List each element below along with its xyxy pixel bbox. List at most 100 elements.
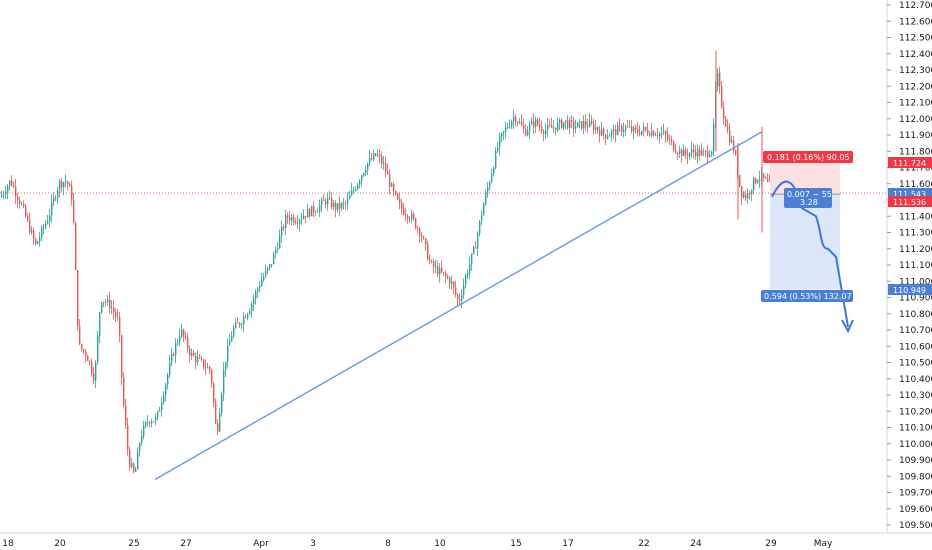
candle-body xyxy=(411,213,413,220)
candle-body xyxy=(115,312,117,317)
candle xyxy=(601,122,603,137)
candle-body xyxy=(513,116,515,122)
candle-body xyxy=(275,249,277,254)
time-tick-label: 18 xyxy=(2,539,14,549)
candle xyxy=(215,398,217,424)
candle-body xyxy=(259,286,261,289)
candle-body xyxy=(297,223,299,224)
candle xyxy=(577,122,579,128)
candle xyxy=(247,312,249,321)
candle xyxy=(137,447,139,470)
candle-body xyxy=(575,127,577,129)
candle xyxy=(487,181,489,198)
candle-body xyxy=(153,421,155,422)
candle-body xyxy=(657,135,659,136)
candle-body xyxy=(527,131,529,136)
price-tick-label: 112.400 xyxy=(899,50,932,60)
candle-body xyxy=(641,130,643,135)
candle-body xyxy=(447,276,449,279)
candle xyxy=(131,457,133,469)
candle xyxy=(233,324,235,339)
price-tick-label: 110.300 xyxy=(899,391,932,401)
candle-body xyxy=(601,128,603,136)
candle xyxy=(49,209,51,229)
price-tick-label: 110.600 xyxy=(899,342,932,352)
candle-body xyxy=(665,131,667,135)
candle-body xyxy=(203,359,205,368)
candle-body xyxy=(731,140,733,143)
candle xyxy=(139,441,141,457)
candle-body xyxy=(369,158,371,164)
candle xyxy=(281,220,283,244)
price-tick-label: 109.500 xyxy=(899,521,932,531)
candle-body xyxy=(669,139,671,141)
candle xyxy=(121,334,123,386)
candle xyxy=(583,115,585,135)
candle xyxy=(77,269,79,331)
target-zone[interactable] xyxy=(770,194,840,290)
price-tick-label: 109.700 xyxy=(899,489,932,499)
candle-body xyxy=(331,197,333,208)
candle xyxy=(179,328,181,347)
price-tick-label: 111.900 xyxy=(899,131,932,141)
candle-body xyxy=(283,226,285,229)
candle xyxy=(287,212,289,224)
candle xyxy=(447,274,449,280)
candle-body xyxy=(121,335,123,378)
candle xyxy=(359,178,361,189)
candle xyxy=(499,132,501,156)
candle xyxy=(543,129,545,142)
candle-body xyxy=(759,178,761,181)
candle xyxy=(591,115,593,126)
candle-body xyxy=(633,127,635,132)
candle-body xyxy=(767,178,769,182)
candle xyxy=(155,413,157,426)
candle-body xyxy=(537,119,539,125)
candle-body xyxy=(223,369,225,394)
candle-body xyxy=(235,322,237,328)
candle xyxy=(157,410,159,421)
candle-body xyxy=(697,149,699,157)
candle-body xyxy=(489,182,491,188)
candle-body xyxy=(693,149,695,152)
candle-body xyxy=(619,125,621,127)
candle xyxy=(513,109,515,130)
candle-body xyxy=(445,273,447,277)
price-tick-label: 110.100 xyxy=(899,424,932,434)
candle-body xyxy=(485,193,487,205)
price-axis[interactable]: 112.700 112.600 112.500 112.400 112.300 112.2… xyxy=(887,1,932,531)
price-tick-label: 109.900 xyxy=(899,456,932,466)
candle xyxy=(701,143,703,157)
candle-body xyxy=(739,174,741,187)
candle xyxy=(267,266,269,275)
candle xyxy=(495,147,497,170)
projection-arrow[interactable] xyxy=(771,180,849,327)
candle-body xyxy=(479,220,481,234)
price-tick-label: 112.500 xyxy=(899,34,932,44)
candle xyxy=(637,122,639,137)
candle-body xyxy=(729,129,731,143)
candle xyxy=(167,372,169,390)
time-axis[interactable]: 18 20 25 27 Apr 3 8 10 15 17 22 24 29 May xyxy=(2,539,833,549)
candle xyxy=(249,308,251,315)
candle xyxy=(593,118,595,135)
candle-body xyxy=(471,253,473,265)
candle-body xyxy=(577,122,579,128)
candle-body xyxy=(509,126,511,128)
candle xyxy=(41,224,43,241)
candle-body xyxy=(551,125,553,128)
candle-body xyxy=(377,154,379,156)
candle xyxy=(75,221,77,271)
candle xyxy=(235,317,237,329)
trendline[interactable] xyxy=(154,131,763,481)
candle xyxy=(341,201,343,212)
candle xyxy=(311,205,313,217)
candle xyxy=(367,162,369,176)
candle xyxy=(417,225,419,234)
candle xyxy=(563,122,565,131)
candle-body xyxy=(347,198,349,204)
candle xyxy=(317,207,319,213)
candle xyxy=(667,127,669,142)
candle-body xyxy=(745,194,747,199)
